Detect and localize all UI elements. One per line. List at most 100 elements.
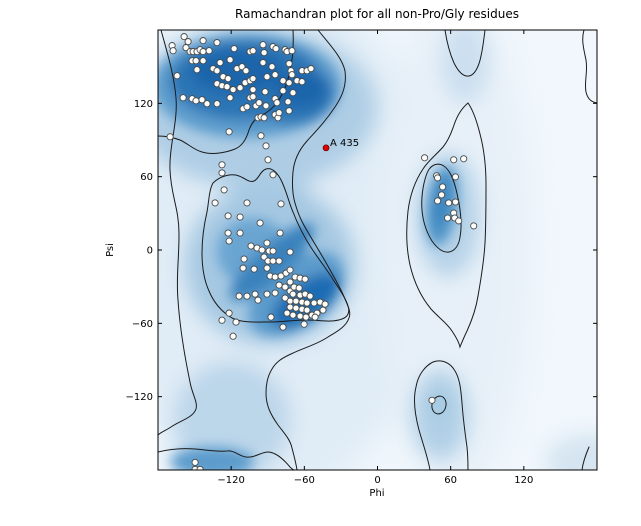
scatter-point [220, 186, 228, 194]
scatter-point [169, 47, 177, 55]
scatter-point [236, 229, 244, 237]
scatter-point [288, 47, 296, 55]
scatter-point [262, 142, 270, 150]
scatter-point [242, 67, 250, 75]
scatter-point [247, 242, 255, 250]
scatter-point [236, 84, 244, 92]
scatter-point [243, 103, 251, 111]
scatter-point [292, 297, 300, 305]
scatter-point [199, 57, 207, 65]
x-tick-label: 60 [444, 475, 457, 486]
x-axis-label: Phi [369, 488, 384, 499]
scatter-point [267, 313, 275, 321]
y-tick-label: 120 [134, 99, 153, 110]
scatter-point [192, 97, 200, 105]
scatter-point [421, 154, 429, 162]
contour-right-channel [406, 102, 487, 349]
x-tick-label: −120 [217, 475, 244, 486]
scatter-point [218, 161, 226, 169]
scatter-point [173, 72, 181, 80]
scatter-point [460, 155, 468, 163]
scatter-point [230, 45, 238, 53]
scatter-point [259, 41, 267, 49]
scatter-point [261, 88, 269, 96]
scatter-point [255, 99, 263, 107]
scatter-point [286, 297, 294, 305]
scatter-point [218, 169, 226, 177]
scatter-point [249, 75, 257, 83]
scatter-point [302, 313, 310, 321]
scatter-point [249, 93, 257, 101]
scatter-point [262, 102, 270, 110]
scatter-points [166, 33, 478, 470]
scatter-point [180, 33, 188, 41]
scatter-point [243, 292, 251, 300]
plot-title: Ramachandran plot for all non-Pro/Gly re… [235, 7, 519, 21]
scatter-point [284, 98, 292, 106]
scatter-point [450, 156, 458, 164]
scatter-point [285, 79, 293, 87]
scatter-point [285, 60, 293, 68]
scatter-point [216, 59, 224, 67]
scatter-point [295, 284, 303, 292]
scatter-point [296, 312, 304, 320]
scatter-point [203, 100, 211, 108]
scatter-point [226, 94, 234, 102]
scatter-point [257, 132, 265, 140]
x-tick-label: 120 [514, 475, 533, 486]
scatter-point [224, 212, 232, 220]
scatter-point [251, 290, 259, 298]
scatter-point [213, 39, 221, 47]
scatter-point [275, 257, 283, 265]
scatter-point [198, 96, 206, 104]
outlier-point [322, 144, 330, 152]
scatter-point [438, 191, 446, 199]
scatter-point [321, 300, 329, 308]
scatter-point [289, 290, 297, 298]
axis-ticks [158, 30, 597, 470]
scatter-point [269, 247, 277, 255]
scatter-point [226, 56, 234, 64]
scatter-point [243, 199, 251, 207]
scatter-point [445, 199, 453, 207]
scatter-point [283, 309, 291, 317]
scatter-point [225, 128, 233, 136]
scatter-point [275, 281, 283, 289]
scatter-point [272, 45, 280, 53]
contour-bottom-left-hill [158, 448, 295, 470]
scatter-point [263, 239, 271, 247]
contour-top-lobe [444, 30, 486, 77]
scatter-point [311, 313, 319, 321]
scatter-point [225, 309, 233, 317]
scatter-point [199, 48, 207, 56]
scatter-point [303, 306, 311, 314]
scatter-point [229, 86, 237, 94]
scatter-point [263, 264, 271, 272]
scatter-point [470, 222, 478, 230]
scatter-point [224, 229, 232, 237]
scatter-point [179, 94, 187, 102]
y-tick-label: 60 [140, 172, 153, 183]
scatter-point [271, 273, 279, 281]
contour-left-handed-inner [421, 163, 462, 253]
scatter-point [250, 265, 258, 273]
scatter-point [310, 299, 318, 307]
scatter-point [236, 213, 244, 221]
scatter-point [289, 311, 297, 319]
scatter-point [444, 214, 452, 222]
scatter-point [268, 63, 276, 71]
scatter-point [451, 198, 460, 206]
scatter-point [264, 156, 272, 164]
scatter-point [306, 292, 314, 300]
contour-top-right-corner [582, 30, 597, 104]
scatter-point [434, 174, 442, 182]
outlier-layer: A 435 [322, 138, 359, 152]
scatter-point [258, 246, 266, 254]
x-tick-label: 0 [374, 475, 380, 486]
scatter-point [277, 200, 285, 208]
contour-bottom-right-blob [414, 360, 469, 470]
scatter-point [303, 299, 311, 307]
scatter-point [451, 173, 460, 181]
